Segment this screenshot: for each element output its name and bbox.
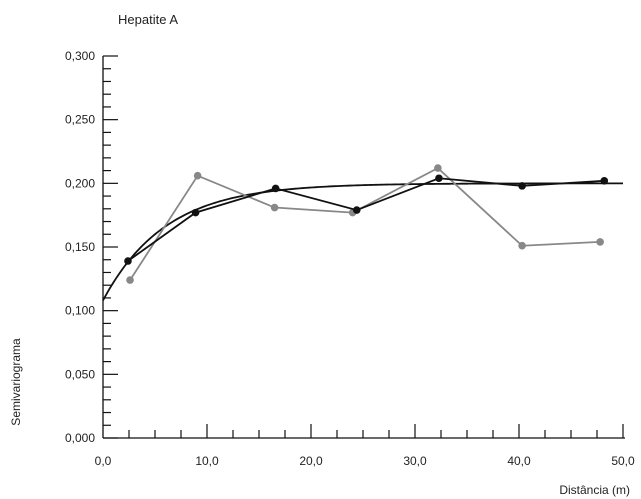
x-tick-label: 10,0 [195, 454, 219, 468]
y-tick-label: 0,250 [65, 113, 95, 127]
y-tick-label: 0,050 [65, 367, 95, 381]
series-0-point [126, 276, 134, 284]
y-tick-label: 0,300 [65, 49, 95, 63]
y-tick-label: 0,150 [65, 240, 95, 254]
series-0-point [193, 171, 202, 180]
series-1-point [435, 174, 443, 183]
x-tick-label: 30,0 [403, 454, 427, 468]
series-1-point [600, 176, 609, 185]
series-1-point [124, 257, 132, 265]
x-tick-label: 40,0 [507, 454, 531, 468]
series-0-point [434, 164, 442, 172]
fitted-model-curve [102, 182, 623, 301]
series-1-point [191, 208, 200, 217]
series-layer [102, 164, 623, 301]
x-tick-label: 0,0 [95, 454, 112, 468]
y-tick-label: 0,100 [65, 304, 95, 318]
series-1-line [127, 177, 605, 262]
y-axis-label: Semivariograma [9, 338, 23, 426]
series-1-point [271, 184, 280, 193]
x-tick-label: 20,0 [299, 454, 323, 468]
y-tick-label: 0,200 [65, 176, 95, 190]
x-ticks: 0,0 10,0 20,0 30,0 40,0 50,0 [95, 424, 635, 468]
x-axis-label: Distância (m) [559, 483, 630, 497]
series-1-point [518, 182, 526, 190]
series-0-point [596, 238, 604, 246]
series-1-point [352, 206, 361, 214]
series-0-point [270, 203, 279, 212]
x-tick-label: 50,0 [611, 454, 635, 468]
y-tick-label: 0,000 [65, 431, 95, 445]
y-ticks: 0,000 0,050 0,100 0,150 0,200 0,250 0,300 [65, 49, 118, 445]
chart-title: Hepatite A [118, 12, 178, 27]
axes [102, 56, 625, 439]
series-0-point [518, 241, 526, 250]
